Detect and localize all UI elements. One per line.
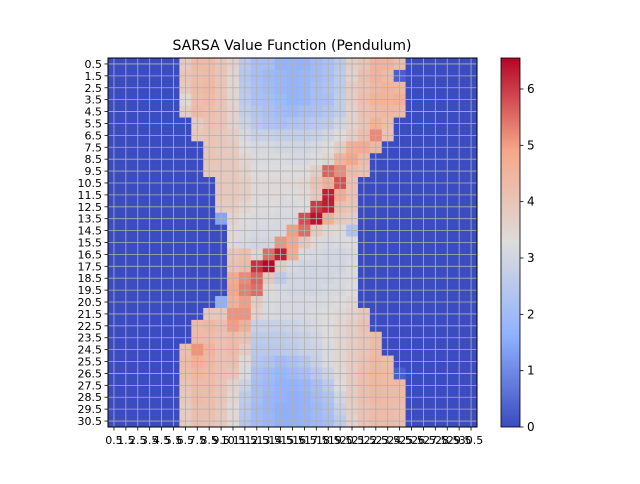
- colorbar-tick-label: 1: [527, 364, 535, 378]
- y-tick-label: 12.5: [78, 201, 103, 214]
- x-tick-label: 1.5: [117, 434, 135, 447]
- colorbar-tick-label: 6: [527, 82, 535, 96]
- x-tick-label: 7.5: [189, 434, 207, 447]
- y-tick-label: 13.5: [78, 213, 103, 226]
- x-tick-label: 25.5: [399, 434, 424, 447]
- x-tick-label: 24.5: [387, 434, 412, 447]
- y-tick-label: 15.5: [78, 237, 103, 250]
- colorbar-gradient: [500, 57, 521, 428]
- x-tick-label: 9.5: [212, 434, 230, 447]
- y-tick-label: 26.5: [78, 367, 103, 380]
- y-tick-label: 27.5: [78, 379, 103, 392]
- x-tick-label: 18.5: [316, 434, 341, 447]
- y-tick-label: 10.5: [78, 177, 103, 190]
- y-tick-label: 5.5: [85, 117, 103, 130]
- x-tick-label: 21.5: [352, 434, 377, 447]
- x-tick-label: 12.5: [245, 434, 270, 447]
- y-tick-label: 28.5: [78, 391, 103, 404]
- x-tick-label: 5.5: [165, 434, 183, 447]
- y-tick-label: 25.5: [78, 356, 103, 369]
- y-tick-label: 29.5: [78, 403, 103, 416]
- x-tick-label: 11.5: [233, 434, 258, 447]
- y-tick-label: 14.5: [78, 225, 103, 238]
- colorbar-tick-label: 3: [527, 251, 535, 265]
- x-tick-label: 2.5: [129, 434, 147, 447]
- x-tick-label: 10.5: [221, 434, 246, 447]
- x-tick-label: 30.5: [459, 434, 484, 447]
- chart-title: SARSA Value Function (Pendulum): [172, 38, 411, 54]
- x-tick-label: 0.5: [105, 434, 123, 447]
- y-tick-label: 4.5: [85, 106, 103, 119]
- colorbar-tick-label: 4: [527, 195, 535, 209]
- y-tick-label: 16.5: [78, 248, 103, 261]
- x-tick-label: 3.5: [141, 434, 159, 447]
- colorbar-tick-label: 2: [527, 307, 535, 321]
- y-tick-label: 20.5: [78, 296, 103, 309]
- y-tick-label: 17.5: [78, 260, 103, 273]
- x-tick-label: 19.5: [328, 434, 353, 447]
- x-tick-label: 29.5: [447, 434, 472, 447]
- x-axis-ticks: 0.51.52.53.54.55.56.57.58.59.510.511.512…: [105, 427, 483, 447]
- x-tick-label: 23.5: [375, 434, 400, 447]
- y-tick-label: 3.5: [85, 94, 103, 107]
- x-tick-label: 28.5: [435, 434, 460, 447]
- y-tick-label: 0.5: [85, 58, 103, 71]
- y-tick-label: 30.5: [78, 415, 103, 428]
- x-tick-label: 27.5: [423, 434, 448, 447]
- y-tick-label: 23.5: [78, 332, 103, 345]
- heatmap-grid: [108, 58, 477, 427]
- y-tick-label: 19.5: [78, 284, 103, 297]
- y-tick-label: 18.5: [78, 272, 103, 285]
- y-axis-ticks: 0.51.52.53.54.55.56.57.58.59.510.511.512…: [78, 58, 108, 428]
- x-tick-label: 6.5: [177, 434, 195, 447]
- colorbar-tick-label: 5: [527, 138, 535, 152]
- y-tick-label: 8.5: [85, 153, 103, 166]
- x-tick-label: 17.5: [304, 434, 329, 447]
- x-tick-label: 16.5: [292, 434, 317, 447]
- y-tick-label: 9.5: [85, 165, 103, 178]
- colorbar: 0 1 2 3 4 5 6: [500, 57, 535, 434]
- x-tick-label: 26.5: [411, 434, 436, 447]
- y-tick-label: 22.5: [78, 320, 103, 333]
- x-tick-label: 4.5: [153, 434, 171, 447]
- x-tick-label: 14.5: [268, 434, 293, 447]
- y-tick-label: 2.5: [85, 82, 103, 95]
- y-tick-label: 1.5: [85, 70, 103, 83]
- x-tick-label: 8.5: [200, 434, 218, 447]
- x-tick-label: 15.5: [280, 434, 305, 447]
- y-tick-label: 6.5: [85, 129, 103, 142]
- y-tick-label: 7.5: [85, 141, 103, 154]
- x-tick-label: 20.5: [340, 434, 365, 447]
- x-tick-label: 22.5: [364, 434, 389, 447]
- y-tick-label: 11.5: [78, 189, 103, 202]
- y-tick-label: 24.5: [78, 344, 103, 357]
- x-tick-label: 13.5: [256, 434, 281, 447]
- colorbar-tick-label: 0: [527, 420, 535, 434]
- y-tick-label: 21.5: [78, 308, 103, 321]
